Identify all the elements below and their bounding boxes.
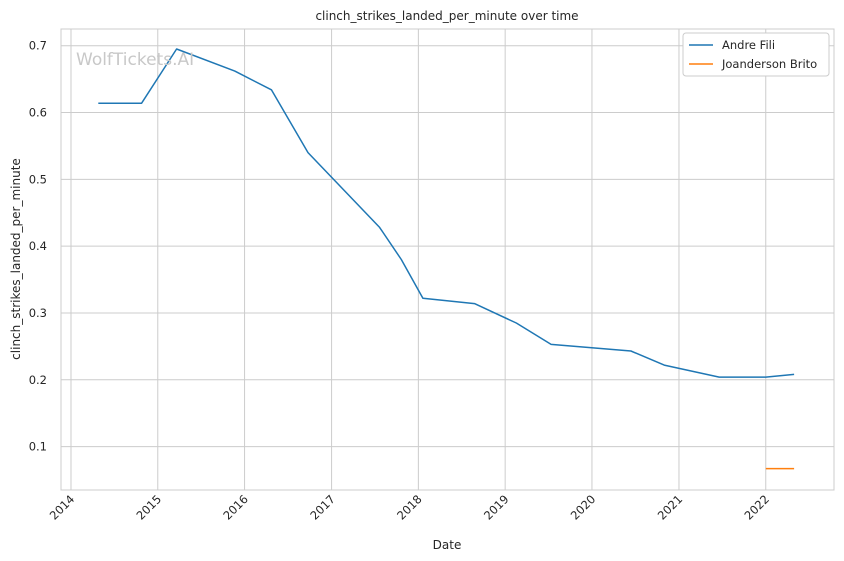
y-tick-label: 0.3	[29, 306, 47, 320]
series-layer	[98, 48, 795, 470]
legend: Andre Fili Joanderson Brito	[682, 32, 830, 77]
x-tick-label: 2014	[47, 492, 78, 523]
x-tick-label: 2018	[394, 492, 425, 523]
grid	[61, 29, 834, 490]
plot-area	[60, 28, 835, 491]
y-tick-label: 0.2	[29, 373, 47, 387]
x-tick-label: 2016	[220, 492, 251, 523]
y-tick-label: 0.1	[29, 440, 47, 454]
x-tick-label: 2017	[307, 492, 338, 523]
x-tick-label: 2022	[742, 492, 773, 523]
chart-title: clinch_strikes_landed_per_minute over ti…	[315, 9, 578, 23]
y-tick-label: 0.4	[29, 239, 47, 253]
y-tick-label: 0.7	[29, 39, 47, 53]
y-axis-ticks: 0.1 0.2 0.3 0.4 0.5 0.6 0.7	[29, 39, 47, 454]
x-tick-label: 2015	[134, 492, 165, 523]
x-tick-label: 2021	[655, 492, 686, 523]
series-line-andre-fili	[98, 48, 795, 378]
x-tick-label: 2019	[481, 492, 512, 523]
y-tick-label: 0.5	[29, 172, 47, 186]
y-axis-title: clinch_strikes_landed_per_minute	[9, 158, 23, 360]
watermark: WolfTickets.AI	[76, 50, 194, 70]
x-axis-ticks: 2014 2015 2016 2017 2018 2019 2020 2021 2022	[47, 492, 772, 523]
legend-box	[682, 32, 830, 77]
y-tick-label: 0.6	[29, 106, 47, 120]
legend-label-andre-fili: Andre Fili	[722, 38, 775, 52]
x-tick-label: 2020	[568, 492, 599, 523]
legend-label-joanderson-brito: Joanderson Brito	[721, 57, 817, 71]
x-axis-title: Date	[433, 538, 462, 552]
